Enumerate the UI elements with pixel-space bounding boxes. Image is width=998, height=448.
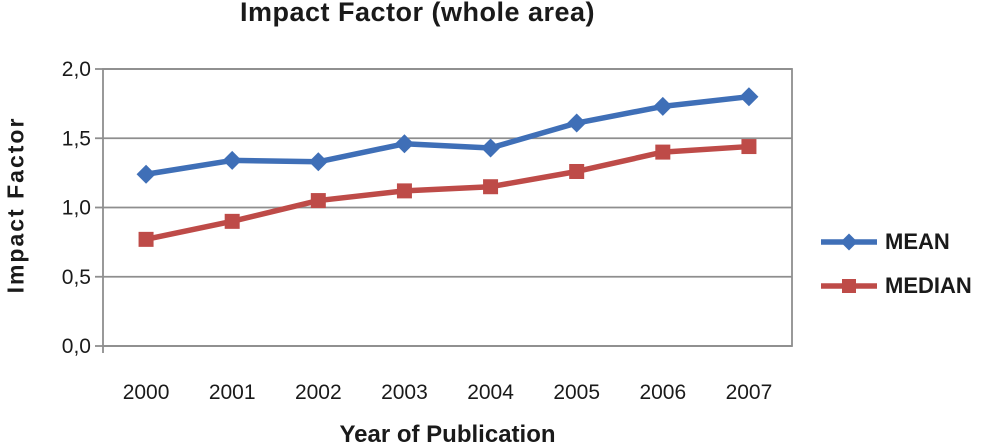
y-tick-label: 0,0: [62, 335, 91, 358]
data-point-square: [224, 213, 240, 229]
data-point-square: [138, 231, 154, 247]
x-tick-label: 2001: [209, 381, 256, 404]
data-point-square: [569, 163, 585, 179]
legend-item-median: MEDIAN: [820, 271, 972, 301]
x-tick-label: 2000: [123, 381, 170, 404]
data-point-square: [396, 183, 412, 199]
legend-marker-diamond: [840, 233, 858, 251]
legend: MEAN MEDIAN: [820, 227, 972, 301]
data-point-square: [483, 179, 499, 195]
x-tick-label: 2003: [381, 381, 428, 404]
mean-line-diamond-icon: [821, 233, 877, 251]
data-point-diamond: [394, 134, 414, 154]
x-tick-label: 2002: [295, 381, 342, 404]
x-tick-label: 2005: [553, 381, 600, 404]
data-point-square: [655, 144, 671, 160]
data-point-diamond: [136, 164, 156, 184]
data-point-diamond: [739, 87, 759, 107]
x-axis-title: Year of Publication: [339, 421, 556, 448]
y-tick-label: 1,5: [62, 127, 91, 150]
y-tick-label: 2,0: [62, 58, 91, 81]
data-point-diamond: [567, 113, 587, 133]
data-point-diamond: [653, 96, 673, 116]
median-line-square-icon: [821, 279, 877, 293]
series-line-mean: [143, 93, 752, 178]
chart-title: Impact Factor (whole area): [239, 0, 596, 27]
legend-label-median: MEDIAN: [885, 273, 972, 298]
x-tick-label: 2007: [726, 381, 773, 404]
series-line-median: [143, 143, 752, 243]
y-tick-label: 0,5: [62, 266, 91, 289]
data-point-diamond: [222, 150, 242, 170]
legend-marker-square: [842, 279, 856, 293]
legend-item-mean: MEAN: [820, 227, 972, 257]
data-point-square: [310, 193, 326, 209]
data-point-diamond: [308, 152, 328, 172]
data-point-diamond: [481, 138, 501, 158]
data-point-square: [741, 139, 757, 155]
y-tick-label: 1,0: [62, 197, 91, 220]
x-tick-label: 2004: [467, 381, 514, 404]
legend-label-mean: MEAN: [885, 229, 950, 254]
x-tick-label: 2006: [639, 381, 686, 404]
